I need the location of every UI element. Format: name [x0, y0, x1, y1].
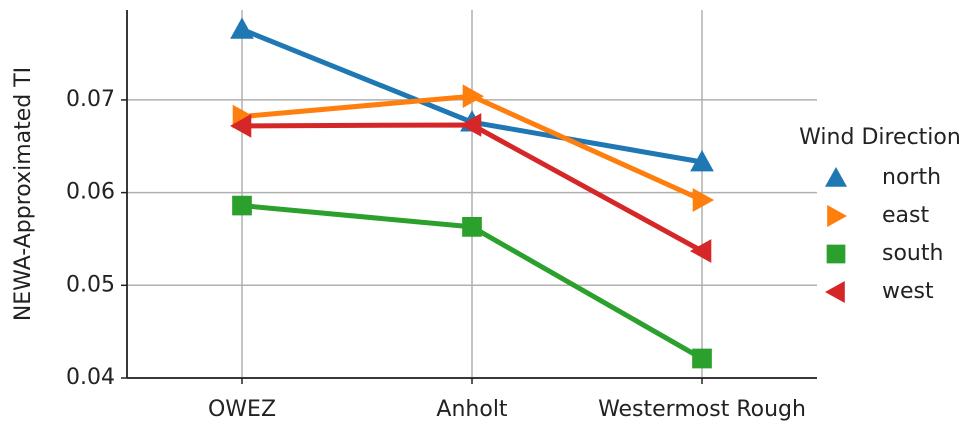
point-marker: [692, 348, 712, 369]
legend-marker: [826, 244, 846, 264]
point-marker: [229, 114, 252, 138]
point-marker: [230, 17, 254, 39]
legend-label: north: [882, 165, 941, 190]
x-tick-label: OWEZ: [208, 397, 276, 422]
y-tick-label: 0.07: [66, 87, 115, 112]
legend-marker: [825, 281, 845, 303]
y-axis-label: NEWA-Approximated TI: [11, 67, 36, 321]
legend-title: Wind Direction: [799, 125, 961, 150]
y-tick-label: 0.04: [66, 365, 115, 390]
x-tick-label: Anholt: [436, 397, 508, 422]
point-marker: [462, 84, 485, 109]
legend-marker: [825, 167, 847, 187]
point-marker: [692, 188, 715, 212]
point-marker: [459, 113, 482, 137]
point-marker: [462, 217, 482, 237]
y-tick-label: 0.05: [66, 272, 115, 297]
legend-label: south: [882, 241, 943, 266]
y-tick-label: 0.06: [66, 180, 115, 205]
x-tick-label: Westermost Rough: [598, 397, 806, 422]
legend-label: east: [882, 203, 929, 228]
legend-marker: [827, 205, 847, 227]
point-marker: [690, 149, 714, 172]
legend-label: west: [882, 279, 934, 304]
point-marker: [689, 239, 712, 263]
point-marker: [232, 195, 252, 216]
